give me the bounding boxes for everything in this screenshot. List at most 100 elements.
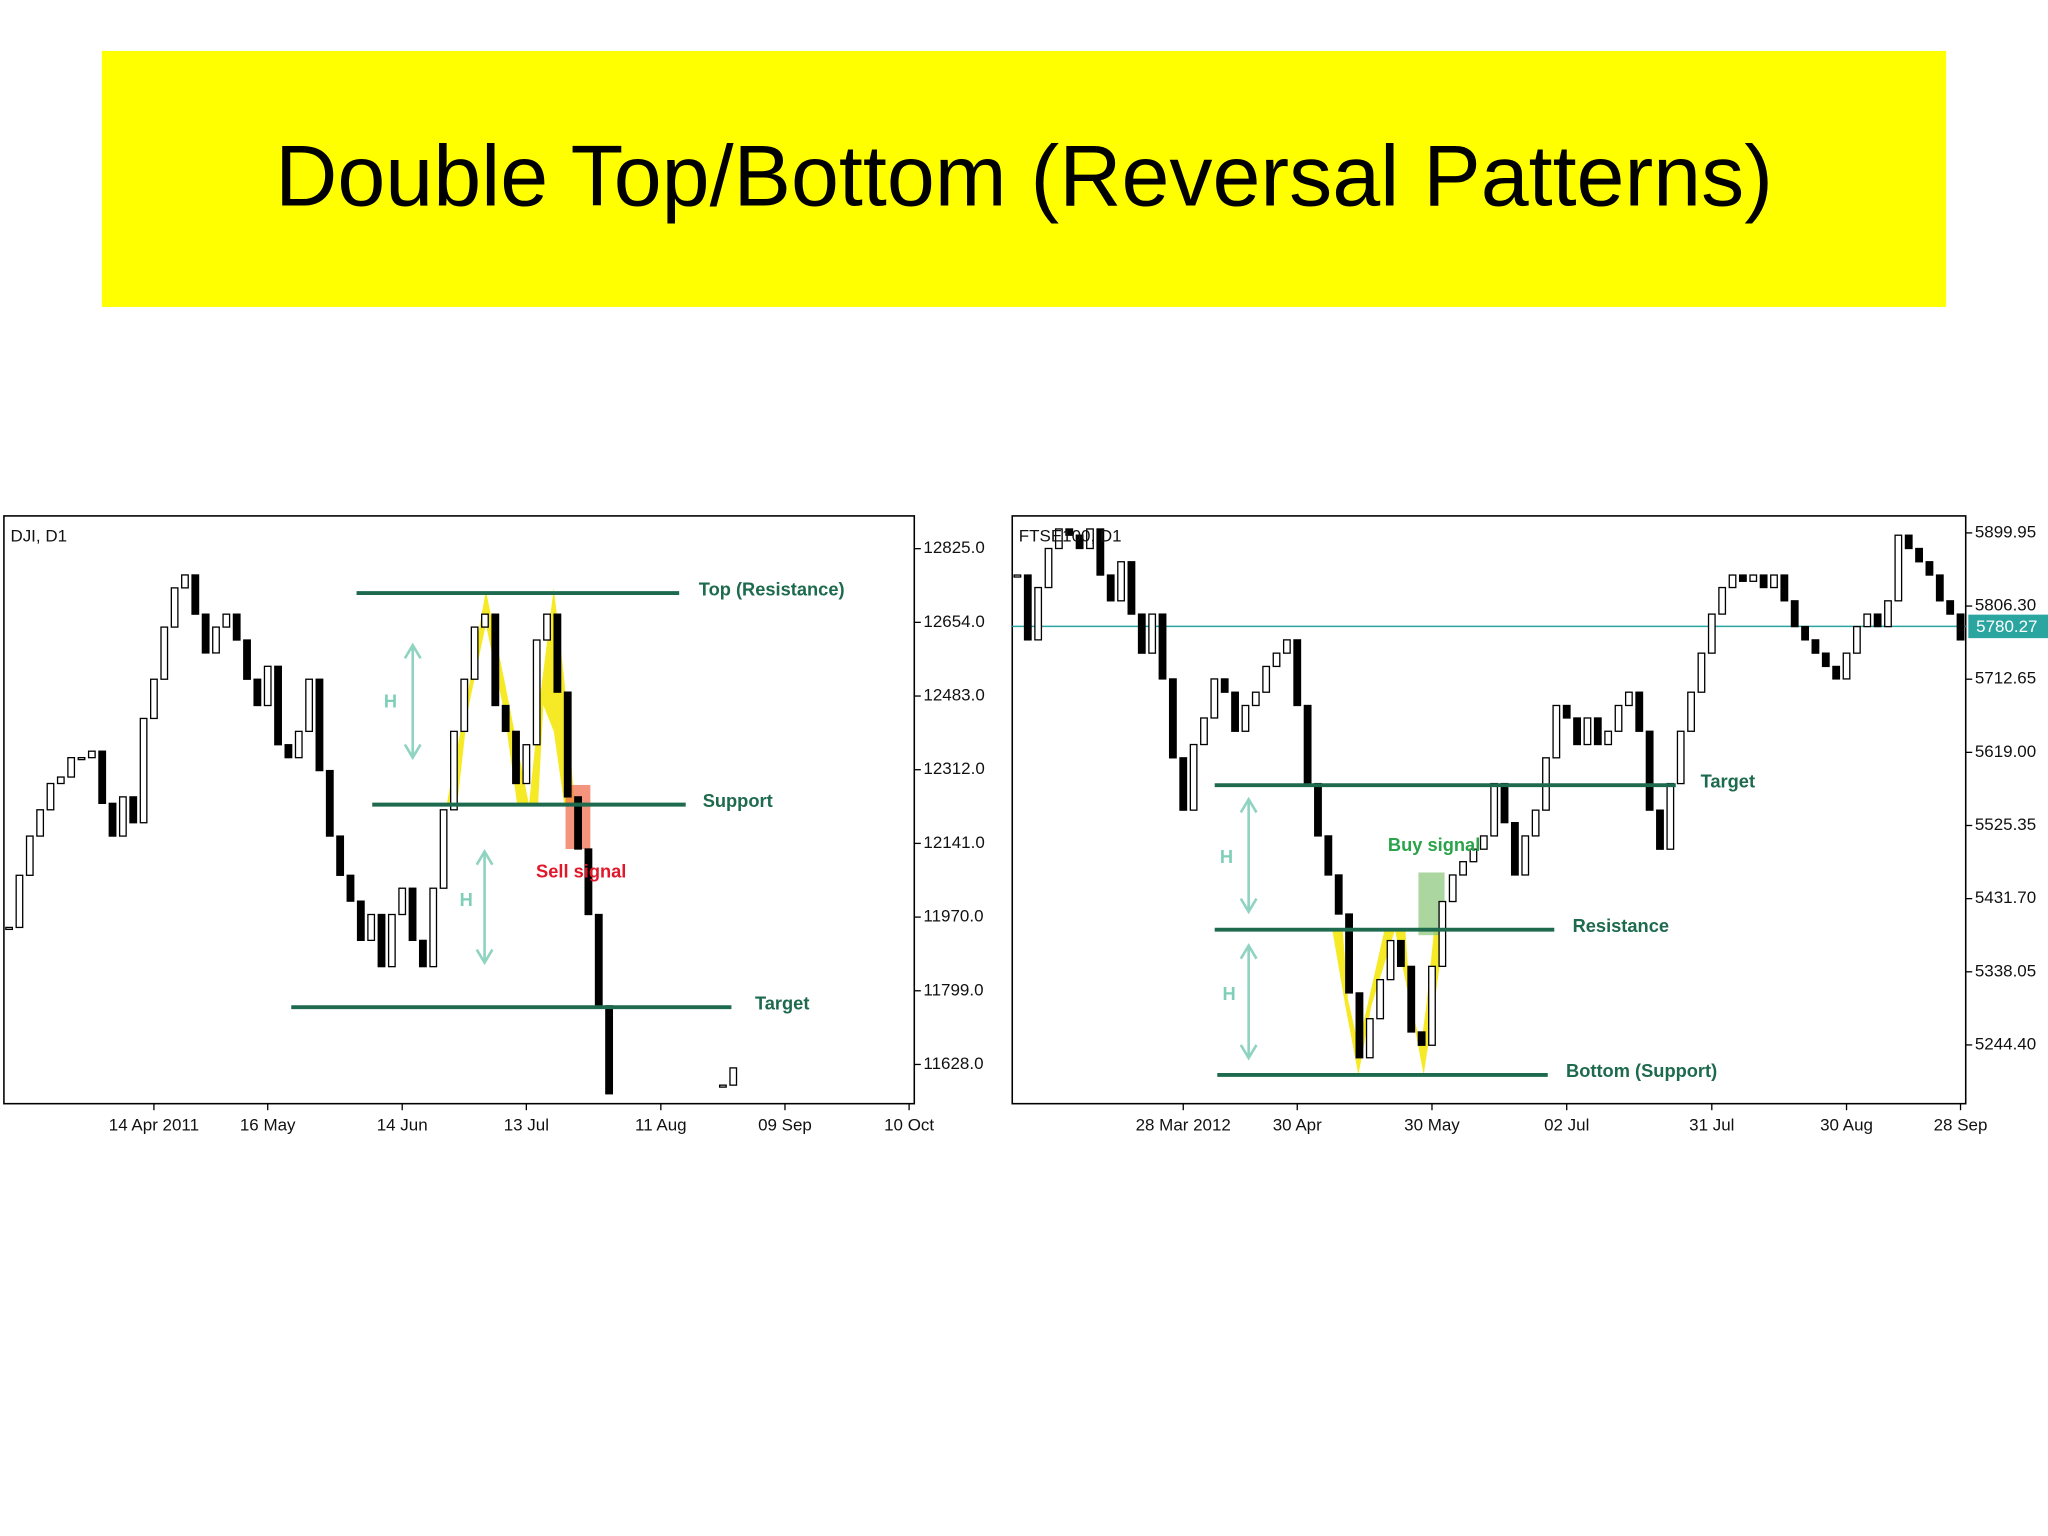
- level-label: Top (Resistance): [699, 578, 845, 599]
- candle: [1852, 625, 1861, 654]
- x-tick-label: 14 Jun: [377, 1115, 428, 1134]
- candle: [243, 639, 251, 680]
- y-tick-label: 5806.30: [1975, 596, 2036, 615]
- price-label-box: [1968, 614, 2048, 639]
- candle: [1417, 1031, 1426, 1046]
- annotation: H: [1222, 983, 1235, 1004]
- x-tick-label: 28 Mar 2012: [1136, 1115, 1231, 1134]
- arrow-head: [403, 642, 422, 659]
- annotation: Sell signal: [536, 860, 626, 881]
- pattern-highlight: [528, 587, 575, 805]
- candle: [325, 769, 334, 837]
- title-banner: [101, 50, 1947, 307]
- candle: [15, 874, 24, 929]
- candle: [553, 613, 562, 693]
- candle: [377, 913, 386, 968]
- candle: [139, 717, 148, 824]
- candle: [336, 835, 345, 876]
- candles: [1013, 528, 1965, 1059]
- candle: [1635, 691, 1644, 732]
- candle: [118, 796, 127, 837]
- y-tick-label: 5525.35: [1975, 815, 2036, 834]
- candle: [1904, 534, 1913, 550]
- candle: [305, 678, 314, 733]
- candle: [1127, 561, 1136, 615]
- chart: Top (Resistance) Support Target H H Sell sign…: [3, 515, 985, 1134]
- y-tick-label: 11628.0: [923, 1054, 983, 1073]
- annotation: H: [384, 691, 397, 712]
- candle: [543, 613, 551, 641]
- candle: [718, 1084, 727, 1088]
- candle: [356, 900, 365, 942]
- candle: [1086, 528, 1094, 550]
- candle: [36, 809, 45, 837]
- x-tick-label: 14 Apr 2011: [109, 1115, 199, 1134]
- y-tick-label: 12825.0: [923, 538, 984, 557]
- y-tick-label: 12654.0: [923, 612, 984, 631]
- y-tick-label: 5899.95: [1975, 522, 2036, 541]
- candle: [1552, 704, 1561, 759]
- candle: [450, 730, 458, 811]
- x-tick-label: 11 Aug: [635, 1115, 687, 1134]
- arrow-head: [1239, 943, 1258, 960]
- candle: [1873, 613, 1882, 628]
- level-label: Bottom (Support): [1566, 1060, 1717, 1081]
- candle: [1738, 574, 1747, 582]
- candle: [1231, 691, 1239, 732]
- chart: 5780.27 Target Resistance Bottom (Support) H…: [1011, 515, 2048, 1134]
- x-tick-label: 16 May: [240, 1115, 296, 1134]
- candle: [1034, 586, 1043, 641]
- y-tick-label: 5431.70: [1975, 888, 2036, 907]
- candle: [1282, 639, 1291, 654]
- candle: [1925, 561, 1934, 576]
- candle: [429, 887, 438, 968]
- candle: [1915, 547, 1923, 563]
- candle: [367, 913, 376, 942]
- annotation: Buy signal: [1388, 834, 1480, 855]
- candle: [1210, 678, 1219, 719]
- candle: [1656, 809, 1664, 850]
- level-label: Target: [1701, 770, 1755, 791]
- candle: [605, 1005, 614, 1095]
- candle: [512, 730, 520, 785]
- candle: [1189, 743, 1198, 811]
- candle: [1531, 809, 1540, 837]
- candle: [1583, 717, 1592, 746]
- candle: [1345, 913, 1353, 994]
- candle: [1832, 665, 1841, 680]
- y-tick-label: 12483.0: [923, 686, 984, 705]
- candle: [1396, 939, 1405, 968]
- candle: [1324, 835, 1333, 876]
- candle: [1935, 574, 1944, 602]
- candle: [1687, 691, 1695, 732]
- candle: [1044, 547, 1053, 589]
- candle: [129, 796, 138, 824]
- candle: [584, 848, 593, 916]
- candle: [594, 913, 603, 1007]
- candle: [1054, 528, 1063, 550]
- y-tick-label: 5244.40: [1975, 1034, 2036, 1053]
- candle: [315, 678, 324, 772]
- x-tick-label: 13 Jul: [504, 1115, 549, 1134]
- candle: [1158, 613, 1167, 680]
- candle: [1490, 782, 1499, 837]
- candle: [729, 1067, 738, 1086]
- candle: [460, 678, 469, 733]
- candle: [1179, 757, 1188, 811]
- candle: [387, 913, 396, 968]
- candle: [1386, 939, 1395, 981]
- level-label: Target: [755, 992, 809, 1013]
- candle: [1884, 600, 1892, 628]
- candle: [1168, 678, 1177, 759]
- x-tick-label: 10 Oct: [884, 1115, 934, 1134]
- candle: [532, 639, 541, 746]
- candle: [1645, 730, 1654, 811]
- candle: [1438, 900, 1447, 968]
- candle: [1065, 528, 1074, 536]
- candle: [1220, 678, 1229, 693]
- candle: [253, 678, 262, 707]
- candle: [98, 750, 107, 804]
- candle: [1407, 965, 1416, 1033]
- candle: [1604, 730, 1613, 746]
